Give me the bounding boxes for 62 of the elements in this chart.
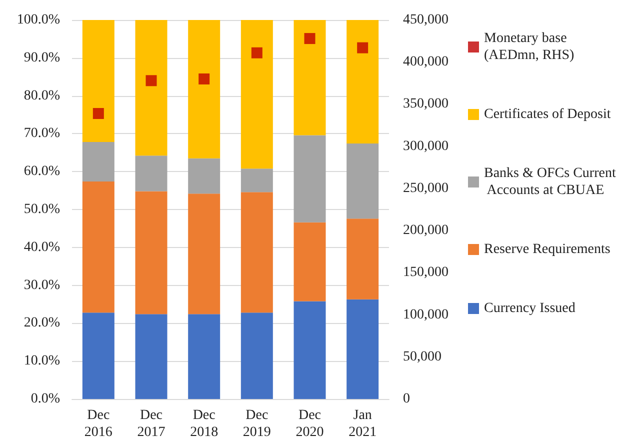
point xyxy=(146,75,157,86)
bar xyxy=(294,135,326,222)
legend-label: Monetary base (AEDmn, RHS) xyxy=(484,31,575,63)
legend-label: Currency Issued xyxy=(484,301,576,316)
x-tick-label: Dec 2017 xyxy=(137,408,166,440)
y-tick-label: 30.0% xyxy=(24,278,60,293)
y2-tick-label: 450,000 xyxy=(403,12,448,28)
point xyxy=(357,42,368,54)
bar xyxy=(135,20,168,156)
x-tick-label: Dec 2018 xyxy=(190,408,218,440)
legend-label: Banks & OFCs Current Accounts at CBUAE xyxy=(484,166,616,198)
point xyxy=(304,33,316,44)
legend-label: Certificates of Deposit xyxy=(484,107,611,122)
y2-tick-label: 50,000 xyxy=(403,349,442,364)
bar xyxy=(240,168,273,192)
legend-label: Reserve Requirements xyxy=(484,242,610,257)
bar xyxy=(188,194,220,314)
y-tick-label: 100.0% xyxy=(16,12,60,28)
y2-tick-label: 400,000 xyxy=(403,54,448,70)
bar xyxy=(188,158,220,194)
bar xyxy=(240,312,273,399)
y-tick-label: 70.0% xyxy=(24,126,60,142)
y-tick-label: 60.0% xyxy=(24,164,60,180)
point xyxy=(92,108,104,119)
y-tick-label: 50.0% xyxy=(24,202,60,217)
bar xyxy=(82,142,114,182)
y-tick-label: 40.0% xyxy=(24,240,60,255)
y-tick-label: 0.0% xyxy=(30,392,60,406)
bar xyxy=(346,20,379,144)
bar xyxy=(294,222,326,302)
y2-tick-label: 150,000 xyxy=(403,265,448,280)
point xyxy=(198,73,210,84)
point xyxy=(251,47,262,58)
y-tick-label: 90.0% xyxy=(24,50,60,66)
bar xyxy=(188,20,220,158)
y2-tick-label: 250,000 xyxy=(403,180,448,196)
y2-tick-label: 300,000 xyxy=(403,138,448,154)
bar xyxy=(294,301,326,399)
bar xyxy=(135,156,168,192)
y2-tick-label: 200,000 xyxy=(403,223,448,238)
bar xyxy=(135,314,168,399)
x-tick-label: Dec 2019 xyxy=(242,408,271,440)
y2-tick-label: 0 xyxy=(403,392,410,406)
bar xyxy=(346,299,379,399)
bar xyxy=(346,144,379,219)
bar xyxy=(240,192,273,313)
y2-tick-label: 100,000 xyxy=(403,307,448,322)
y-tick-label: 20.0% xyxy=(24,316,60,331)
x-tick-label: Dec 2016 xyxy=(84,408,112,440)
bar xyxy=(240,20,273,169)
x-tick-label: Dec 2020 xyxy=(296,408,324,440)
x-tick-label: Jan 2021 xyxy=(348,408,377,440)
bar xyxy=(135,191,168,314)
bar xyxy=(188,314,220,399)
y-tick-label: 80.0% xyxy=(24,88,60,104)
y-tick-label: 10.0% xyxy=(24,354,60,369)
bar xyxy=(294,20,326,136)
y2-tick-label: 350,000 xyxy=(403,96,448,112)
bar xyxy=(346,218,379,300)
bar xyxy=(82,312,114,399)
bar xyxy=(82,20,114,142)
bar xyxy=(82,181,114,313)
